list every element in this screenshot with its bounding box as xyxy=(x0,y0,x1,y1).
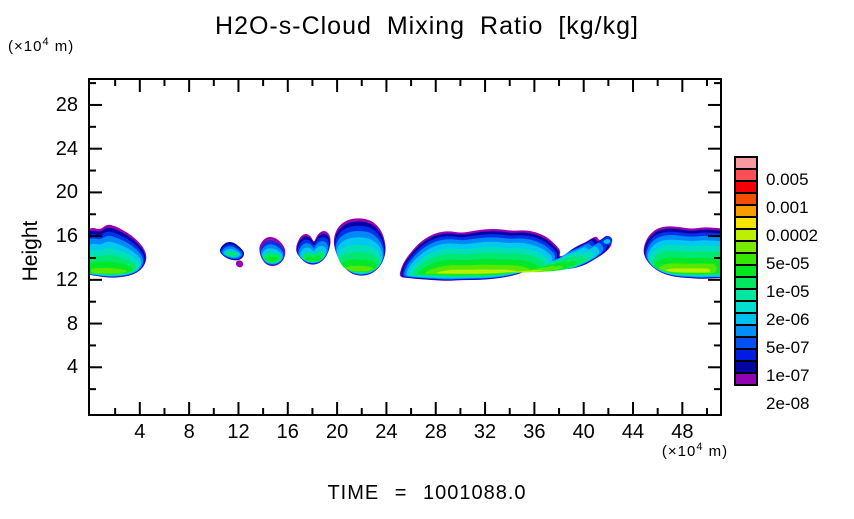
x-unit-prefix: (×10 xyxy=(661,443,697,460)
x-unit-exponent: 4 xyxy=(696,441,704,453)
x-tick-label: 48 xyxy=(671,421,694,443)
x-tick-label: 20 xyxy=(325,421,349,443)
cloud-region xyxy=(665,268,710,273)
time-label: TIME = 1001088.0 xyxy=(327,482,527,504)
cloud-region xyxy=(304,256,322,262)
cloud-region xyxy=(436,269,543,274)
colorbar-level-label: 5e-07 xyxy=(766,338,810,357)
colorbar-level-label: 0.001 xyxy=(766,198,809,217)
x-tick-label: 8 xyxy=(183,421,195,443)
x-tick-label: 16 xyxy=(276,421,299,443)
y-tick-label: 12 xyxy=(55,268,78,291)
x-tick-label: 32 xyxy=(473,421,497,443)
colorbar-cell xyxy=(734,372,758,386)
y-tick-label: 16 xyxy=(55,225,78,248)
y-unit-exponent: 4 xyxy=(42,36,50,48)
y-tick-label: 28 xyxy=(55,93,78,116)
cloud-region xyxy=(265,256,279,262)
x-tick-label: 44 xyxy=(621,421,645,443)
x-tick-label: 12 xyxy=(227,421,250,443)
colorbar-level-label: 2e-08 xyxy=(766,394,810,413)
x-unit-suffix: m) xyxy=(703,443,729,460)
y-tick-label: 4 xyxy=(66,356,78,379)
y-tick-label: 20 xyxy=(55,181,78,204)
colorbar-level-label: 0.0002 xyxy=(766,226,818,245)
y-tick-label: 8 xyxy=(66,312,78,335)
y-unit-suffix: m) xyxy=(49,38,75,55)
cloud-region xyxy=(345,265,373,272)
colorbar-level-label: 2e-06 xyxy=(766,310,810,329)
cloud-region xyxy=(91,267,127,274)
colorbar-level-label: 0.005 xyxy=(766,170,809,189)
x-tick-label: 4 xyxy=(134,421,146,443)
colorbar-level-label: 1e-07 xyxy=(766,366,810,385)
colorbar xyxy=(734,156,758,386)
x-axis-unit-label: (×104 m) xyxy=(620,441,770,460)
x-tick-label: 36 xyxy=(523,421,546,443)
x-tick-label: 40 xyxy=(572,421,595,443)
colorbar-level-label: 5e-05 xyxy=(766,254,810,273)
x-tick-label: 24 xyxy=(375,421,398,443)
cloud-contour-canvas xyxy=(90,80,720,414)
cloud-region xyxy=(225,251,238,257)
y-axis-unit-label: (×104 m) xyxy=(8,36,74,55)
cloud-region xyxy=(603,239,611,244)
page-title: H2O-s-Cloud Mixing Ratio [kg/kg] xyxy=(215,12,639,40)
cloud-region xyxy=(236,260,244,268)
x-tick-label: 28 xyxy=(424,421,447,443)
y-tick-label: 24 xyxy=(55,137,78,160)
y-unit-prefix: (×10 xyxy=(8,38,43,55)
colorbar-level-label: 1e-05 xyxy=(766,282,810,301)
plot-area xyxy=(88,78,722,416)
